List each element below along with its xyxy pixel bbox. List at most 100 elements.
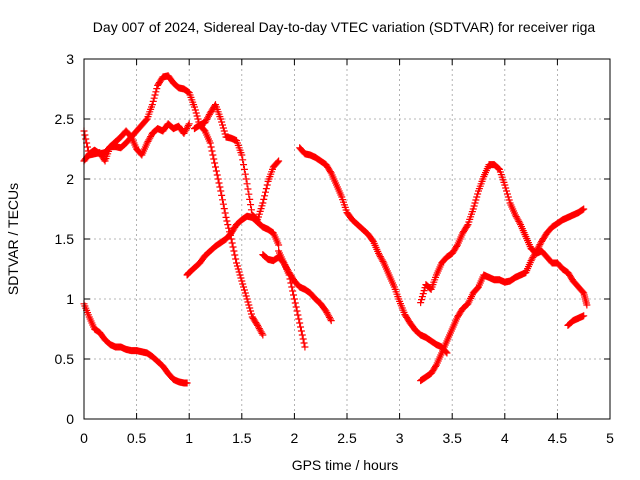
- data-point: [285, 271, 293, 279]
- data-point: [232, 255, 240, 263]
- data-point: [244, 185, 252, 193]
- data-point: [295, 315, 303, 323]
- data-point: [190, 103, 198, 111]
- series-s2: [80, 120, 193, 165]
- data-point: [293, 307, 301, 315]
- data-marks: [80, 72, 591, 387]
- data-point: [206, 139, 214, 147]
- data-point: [275, 241, 283, 249]
- data-point: [286, 275, 294, 283]
- data-point: [247, 201, 255, 209]
- y-axis-label: SDTVAR / TECUs: [5, 183, 21, 295]
- data-point: [290, 291, 298, 299]
- data-point: [219, 124, 227, 132]
- data-point: [192, 109, 200, 117]
- x-tick-label: 4.5: [548, 430, 568, 446]
- data-point: [151, 91, 159, 99]
- series-s8: [275, 247, 309, 351]
- data-point: [228, 239, 236, 247]
- data-point: [240, 286, 248, 294]
- data-point: [472, 196, 480, 204]
- data-point: [191, 106, 199, 114]
- data-point: [221, 209, 229, 217]
- data-point: [296, 319, 304, 327]
- data-point: [418, 296, 426, 304]
- data-point: [236, 271, 244, 279]
- data-point: [502, 184, 510, 192]
- data-point: [81, 131, 89, 139]
- series-s4: [183, 212, 283, 279]
- x-tick-label: 4: [501, 430, 509, 446]
- x-tick-labels: 0 0.5 1 1.5 2 2.5 3 3.5 4 4.5 5: [80, 430, 614, 446]
- data-point: [516, 219, 524, 227]
- data-point: [245, 301, 253, 309]
- data-point: [241, 289, 249, 297]
- data-point: [504, 193, 512, 201]
- data-point: [245, 190, 253, 198]
- data-point: [287, 279, 295, 287]
- data-point: [260, 195, 268, 203]
- data-point: [299, 335, 307, 343]
- data-point: [234, 265, 242, 273]
- x-tick-label: 1: [185, 430, 193, 446]
- data-point: [298, 331, 306, 339]
- data-point: [211, 159, 219, 167]
- data-point: [215, 179, 223, 187]
- series-s6: [196, 101, 283, 224]
- data-point: [261, 188, 269, 196]
- series-s5: [190, 121, 267, 339]
- data-point: [327, 317, 335, 325]
- data-point: [379, 257, 387, 265]
- data-point: [220, 205, 228, 213]
- data-point: [301, 343, 309, 351]
- data-point: [224, 221, 232, 229]
- y-tick-label: 2: [66, 171, 74, 187]
- data-point: [243, 295, 251, 303]
- data-point: [239, 156, 247, 164]
- data-point: [240, 165, 248, 173]
- data-point: [150, 94, 158, 102]
- data-point: [246, 195, 254, 203]
- x-tick-label: 0: [80, 430, 88, 446]
- data-point: [152, 88, 160, 96]
- data-point: [259, 199, 267, 207]
- data-point: [238, 151, 246, 159]
- data-point: [216, 183, 224, 191]
- data-point: [231, 251, 239, 259]
- data-point: [184, 121, 192, 129]
- data-point: [288, 283, 296, 291]
- y-tick-label: 1.5: [55, 231, 75, 247]
- data-point: [417, 299, 425, 307]
- data-point: [503, 187, 511, 195]
- data-point: [242, 175, 250, 183]
- data-point: [222, 213, 230, 221]
- data-point: [217, 187, 225, 195]
- data-point: [153, 85, 161, 93]
- data-point: [262, 185, 270, 193]
- data-point: [579, 288, 587, 296]
- data-point: [149, 97, 157, 105]
- data-point: [214, 175, 222, 183]
- data-point: [229, 243, 237, 251]
- data-point: [237, 274, 245, 282]
- data-point: [292, 303, 300, 311]
- series-s3: [80, 72, 204, 165]
- series-s1: [80, 300, 191, 387]
- x-tick-label: 3: [396, 430, 404, 446]
- data-point: [212, 167, 220, 175]
- data-point: [148, 101, 156, 109]
- axis-ticks: [83, 58, 611, 420]
- data-point: [194, 115, 202, 123]
- data-point: [243, 180, 251, 188]
- series-s11: [417, 205, 588, 385]
- data-point: [84, 143, 92, 151]
- series-s10: [417, 161, 591, 309]
- data-point: [241, 170, 249, 178]
- y-tick-label: 0: [66, 411, 74, 427]
- data-point: [501, 181, 509, 189]
- data-point: [233, 262, 241, 270]
- x-tick-label: 0.5: [127, 430, 147, 446]
- data-point: [300, 339, 308, 347]
- data-point: [290, 295, 298, 303]
